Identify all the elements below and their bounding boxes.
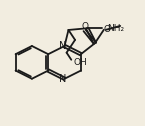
Text: OH: OH (74, 58, 88, 67)
Text: NH₂: NH₂ (107, 24, 124, 33)
Text: O: O (81, 22, 88, 32)
Text: N: N (59, 41, 67, 51)
Text: O: O (104, 25, 111, 34)
Text: N: N (59, 74, 67, 84)
